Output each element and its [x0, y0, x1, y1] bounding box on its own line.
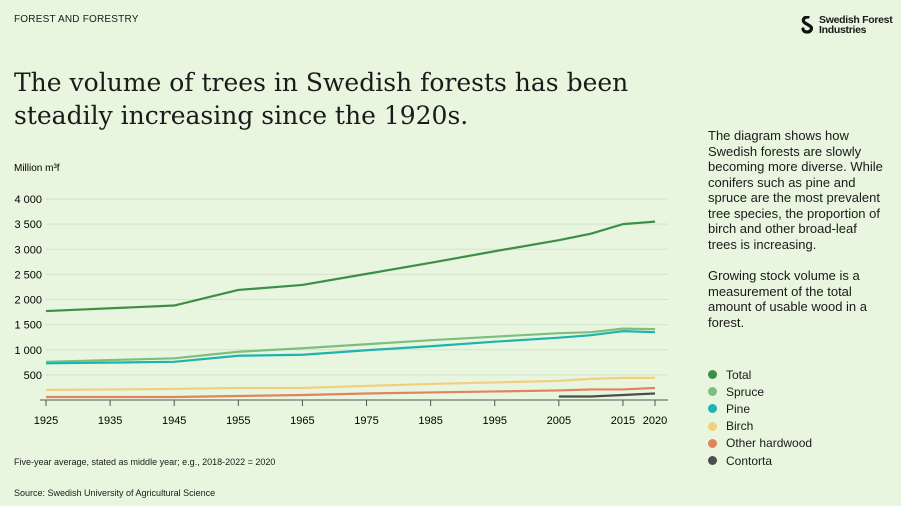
- logo-icon: [801, 16, 814, 34]
- y-tick-label: 4 000: [14, 194, 42, 206]
- logo-text-2: Industries: [819, 24, 867, 36]
- x-tick-label: 1935: [98, 415, 122, 427]
- x-tick-label: 1955: [226, 415, 250, 427]
- y-tick-label: 500: [24, 370, 42, 382]
- series-line-spruce: [45, 327, 656, 363]
- legend-label: Other hardwood: [726, 436, 813, 451]
- legend-item: Spruce: [708, 383, 812, 400]
- legend-label: Total: [726, 367, 752, 382]
- x-tick-label: 2020: [643, 415, 667, 427]
- footnote: Five-year average, stated as middle year…: [14, 457, 276, 467]
- y-tick-label: 2 000: [14, 295, 42, 307]
- legend-item: Contorta: [708, 452, 812, 469]
- x-tick-label: 1965: [290, 415, 314, 427]
- x-tick-label: 1995: [482, 415, 506, 427]
- y-tick-label: 3 000: [14, 244, 42, 256]
- x-tick-label: 2005: [547, 415, 571, 427]
- chart-legend: Total Spruce Pine Birch Other hardwood Contor…: [708, 366, 812, 469]
- x-tick-label: 2015: [611, 415, 635, 427]
- legend-swatch: [708, 370, 717, 380]
- legend-label: Contorta: [726, 453, 773, 468]
- series-line-other-hardwood: [46, 386, 656, 399]
- y-axis-label: Million m³f: [14, 163, 60, 174]
- x-tick-label: 1985: [418, 415, 442, 427]
- legend-swatch: [708, 456, 717, 466]
- y-tick-label: 3 500: [14, 219, 42, 231]
- line-chart: Million m³f 500 1 000 1 500 2 000 2 500 3 000 3…: [14, 163, 668, 427]
- legend-label: Birch: [726, 419, 754, 434]
- legend-swatch: [708, 387, 717, 397]
- legend-swatch: [708, 438, 717, 448]
- series-line-birch: [45, 376, 655, 392]
- legend-label: Pine: [726, 401, 751, 416]
- legend-item: Pine: [708, 400, 812, 417]
- x-tick-label: 1925: [34, 415, 58, 427]
- source: Source: Swedish University of Agricultur…: [14, 488, 216, 498]
- section-kicker: FOREST AND FORESTRY: [14, 14, 139, 25]
- legend-item: Birch: [708, 418, 812, 435]
- series-line-pine: [45, 330, 656, 365]
- description-paragraph-2: Growing stock volume is a measurement of…: [708, 268, 867, 330]
- description-paragraph-1: The diagram shows how Swedish forests ar…: [708, 128, 883, 252]
- y-tick-label: 1 500: [14, 320, 42, 332]
- logo-text-1: Swedish Forest: [819, 14, 893, 26]
- logo: Swedish Forest Industries: [800, 14, 893, 36]
- series-line-total: [45, 220, 656, 313]
- series-line-contorta: [558, 392, 656, 398]
- legend-item: Total: [708, 366, 812, 383]
- y-tick-label: 2 500: [14, 269, 42, 281]
- y-tick-label: 1 000: [14, 345, 42, 357]
- legend-item: Other hardwood: [708, 435, 812, 452]
- x-tick-label: 1975: [354, 415, 378, 427]
- description: The diagram shows how Swedish forests ar…: [708, 128, 888, 346]
- legend-label: Spruce: [726, 384, 765, 399]
- legend-swatch: [708, 421, 717, 431]
- x-tick-label: 1945: [162, 415, 186, 427]
- page-title: The volume of trees in Swedish forests h…: [14, 68, 629, 130]
- legend-swatch: [708, 404, 717, 414]
